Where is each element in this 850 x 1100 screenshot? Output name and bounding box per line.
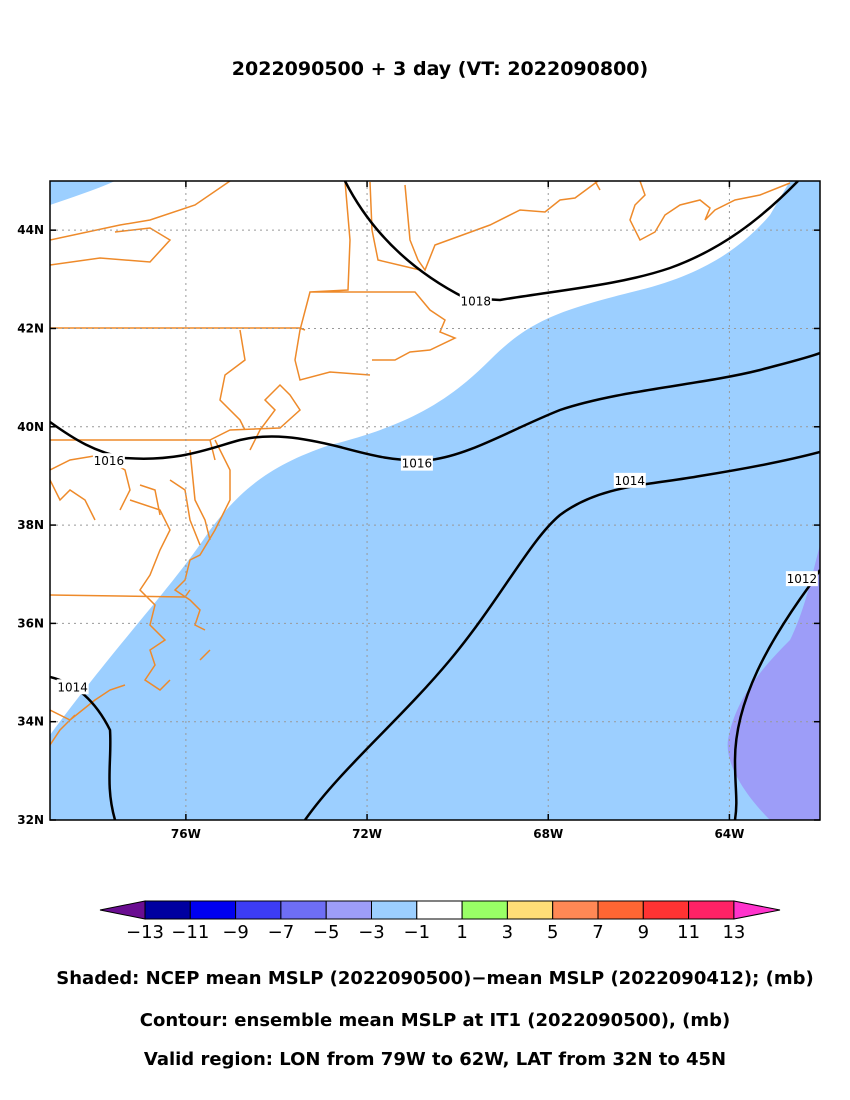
lat-tick-label: 44N [17, 223, 44, 237]
contour-label-bg [400, 455, 433, 471]
colorbar-label: −11 [171, 922, 209, 943]
longitude-axis: 76W 72W 68W 64W [171, 181, 744, 841]
colorbar-swatch [642, 900, 690, 920]
anomaly-region-minus1-to-minus3-corner [50, 181, 115, 205]
colorbar-swatch [325, 900, 373, 920]
contour-label-text: 1012 [787, 572, 818, 586]
colorbar-label: 7 [592, 922, 603, 943]
lat-tick-label: 34N [17, 715, 44, 729]
colorbar: −13 −11 −9 −7 −5 −3 −1 1 3 5 7 9 11 13 [99, 900, 781, 943]
grid-layer [50, 181, 820, 820]
contour-label-text: 1018 [460, 294, 491, 308]
lon-tick-label: 76W [171, 827, 201, 841]
contour-label-layer: 1018 1016 1016 1014 1014 1012 [56, 293, 818, 695]
lon-tick-label: 64W [714, 827, 744, 841]
colorbar-label: −3 [358, 922, 385, 943]
map-title: 2022090500 + 3 day (VT: 2022090800) [231, 58, 649, 80]
colorbar-label: −9 [222, 922, 249, 943]
contour-label-bg [56, 679, 89, 695]
colorbar-arrow-left [99, 900, 146, 920]
caption-contour: Contour: ensemble mean MSLP at IT1 (2022… [139, 1010, 731, 1031]
colorbar-arrow-right [733, 900, 781, 920]
lat-tick-label: 42N [17, 321, 44, 335]
colorbar-label: 5 [547, 922, 558, 943]
contour-label-text: 1016 [94, 454, 125, 468]
contour-1014-east [303, 450, 820, 820]
colorbar-label: −1 [404, 922, 431, 943]
contour-layer [50, 181, 820, 820]
colorbar-label: −5 [313, 922, 340, 943]
colorbar-swatch [552, 900, 599, 920]
lat-tick-label: 36N [17, 616, 44, 630]
contour-label-bg [785, 571, 818, 587]
lat-tick-label: 40N [17, 420, 44, 434]
contour-label-text: 1014 [614, 474, 645, 488]
colorbar-swatch [597, 900, 644, 920]
contour-label: 1018 [459, 293, 492, 309]
colorbar-label: 1 [456, 922, 467, 943]
coastline [50, 181, 791, 746]
lat-tick-label: 32N [17, 813, 44, 827]
anomaly-region-minus3-to-minus5 [727, 545, 820, 820]
lat-tick-label: 38N [17, 518, 44, 532]
contour-label-bg [92, 453, 125, 469]
contour-label-bg [459, 293, 492, 309]
contour-1018 [343, 181, 799, 302]
colorbar-label: 3 [502, 922, 513, 943]
coastline-layer [50, 181, 791, 746]
contour-1016-west [50, 351, 820, 462]
colorbar-label: −13 [126, 922, 164, 943]
colorbar-swatch [189, 900, 237, 920]
caption-shaded: Shaded: NCEP mean MSLP (2022090500)−mean… [56, 968, 814, 989]
contour-label: 1014 [613, 472, 646, 488]
colorbar-swatch [688, 900, 735, 920]
contour-1012 [733, 569, 820, 820]
colorbar-swatch [280, 900, 327, 920]
contour-label-bg [613, 472, 646, 488]
latitude-axis: 44N 42N 40N 38N 36N 34N 32N [17, 223, 820, 827]
lon-tick-label: 68W [533, 827, 563, 841]
lon-tick-label: 72W [352, 827, 382, 841]
contour-label-text: 1016 [402, 457, 433, 471]
colorbar-label: 9 [638, 922, 649, 943]
contour-label: 1012 [785, 571, 818, 587]
colorbar-label: 11 [677, 922, 700, 943]
colorbar-label: −7 [268, 922, 295, 943]
shaded-anomaly-layer [50, 181, 820, 820]
colorbar-swatch [371, 900, 418, 920]
anomaly-region-minus1-to-minus3 [50, 181, 820, 820]
colorbar-swatch [235, 900, 282, 920]
contour-label-text: 1014 [57, 680, 88, 694]
colorbar-swatch [461, 900, 508, 920]
colorbar-label: 13 [722, 922, 745, 943]
contour-label: 1016 [92, 453, 125, 469]
map-frame [49, 180, 821, 821]
contour-label: 1014 [56, 679, 89, 695]
colorbar-swatch [416, 900, 463, 920]
colorbar-swatch [506, 900, 554, 920]
colorbar-swatch [144, 900, 191, 920]
caption-region: Valid region: LON from 79W to 62W, LAT f… [143, 1049, 727, 1070]
contour-label: 1016 [400, 455, 433, 471]
